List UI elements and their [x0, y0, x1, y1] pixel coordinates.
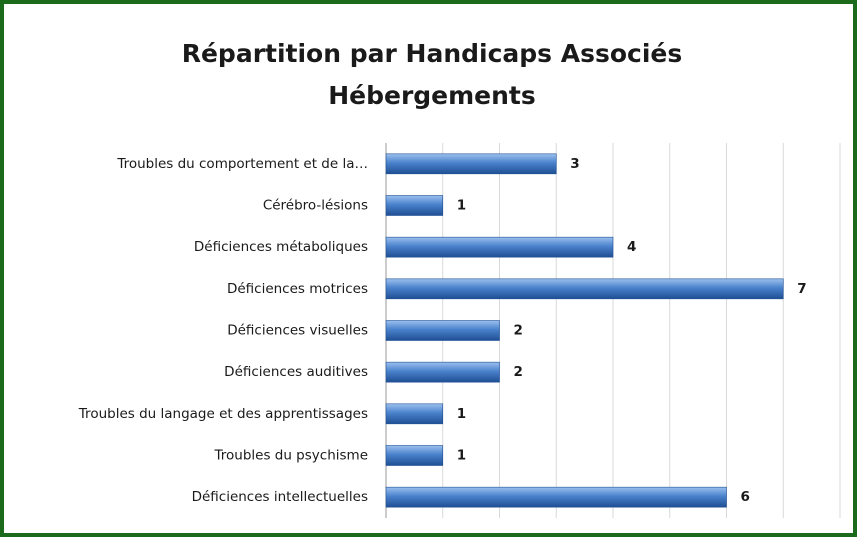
y-tick-label: Déficiences auditives: [224, 364, 368, 380]
y-tick-label: Cérébro-lésions: [263, 198, 368, 214]
data-label: 1: [457, 448, 466, 464]
data-label: 2: [514, 364, 523, 380]
data-label: 7: [797, 281, 806, 297]
y-tick-label: Déficiences métaboliques: [194, 239, 368, 255]
y-tick-label: Troubles du psychisme: [213, 448, 368, 464]
y-tick-label: Déficiences visuelles: [227, 323, 368, 339]
bar: [385, 236, 614, 258]
data-label: 4: [627, 239, 636, 255]
data-label: 1: [457, 406, 466, 422]
chart-title: Répartition par Handicaps Associés: [182, 39, 683, 68]
bar: [385, 445, 444, 466]
data-label: 6: [741, 489, 750, 505]
bar: [385, 403, 444, 425]
bar: [385, 361, 500, 383]
y-tick-label: Déficiences intellectuelles: [192, 489, 368, 505]
bar: [385, 486, 727, 508]
bar: [385, 320, 500, 341]
data-label: 2: [514, 323, 523, 339]
data-label: 1: [457, 198, 466, 214]
bar: [385, 195, 444, 216]
bar: [385, 153, 557, 175]
data-label: 3: [570, 156, 579, 172]
y-tick-label: Déficiences motrices: [227, 281, 368, 297]
bar: [385, 278, 784, 300]
y-tick-label: Troubles du langage et des apprentissage…: [78, 406, 368, 422]
chart-title: Hébergements: [328, 81, 536, 110]
y-tick-label: Troubles du comportement et de la…: [116, 156, 368, 172]
